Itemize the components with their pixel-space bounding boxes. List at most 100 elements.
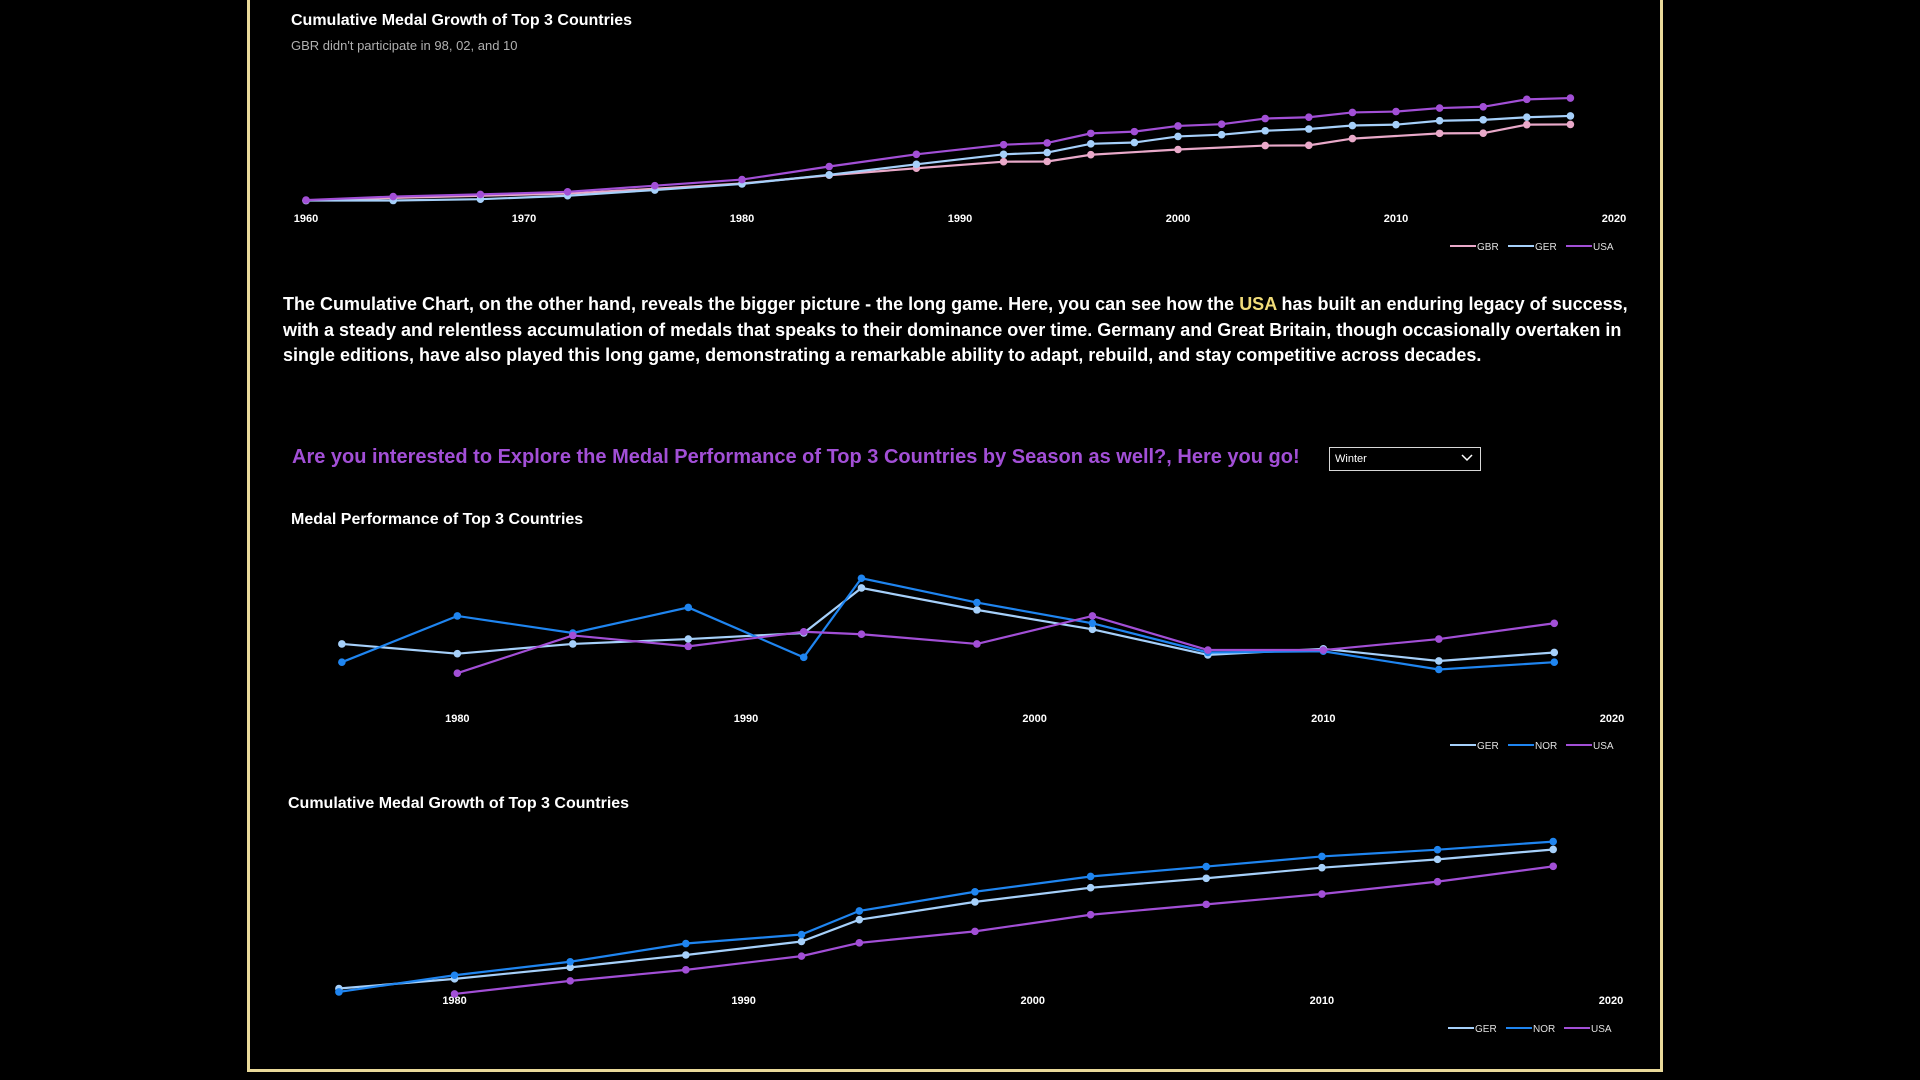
data-point-ger	[1174, 132, 1182, 141]
data-point-usa	[1435, 104, 1444, 112]
data-point-nor	[1318, 852, 1326, 861]
data-point-ger	[338, 640, 346, 648]
legend-label-usa: USA	[1593, 741, 1614, 752]
data-point-ger	[1318, 863, 1326, 872]
season-dropdown[interactable]: Winter	[1329, 447, 1481, 471]
series-line-ger	[306, 114, 1571, 202]
data-point-gbr	[1087, 150, 1095, 159]
data-point-nor	[1202, 862, 1211, 871]
data-point-usa	[453, 669, 462, 677]
data-point-usa	[1550, 619, 1559, 628]
data-point-usa	[389, 192, 398, 201]
data-point-ger	[855, 915, 864, 924]
legend-label-usa: USA	[1593, 242, 1614, 253]
data-point-ger	[569, 640, 577, 648]
data-point-usa	[1479, 102, 1487, 111]
data-point-usa	[1261, 114, 1269, 123]
data-point-nor	[450, 971, 459, 980]
x-tick-label: 1980	[445, 713, 469, 725]
data-point-ger	[453, 649, 462, 658]
data-point-nor	[799, 653, 808, 662]
data-point-usa	[912, 150, 921, 159]
legend-label-usa: USA	[1591, 1024, 1612, 1035]
series-line-usa	[305, 96, 1571, 202]
data-point-usa	[1566, 94, 1575, 102]
data-point-nor	[566, 957, 574, 966]
legend-label-nor: NOR	[1535, 741, 1557, 752]
data-point-nor	[971, 887, 979, 896]
x-tick-label: 2000	[1021, 995, 1045, 1007]
data-point-usa	[682, 966, 690, 974]
x-tick-label: 1960	[294, 213, 318, 225]
data-point-ger	[682, 951, 690, 959]
data-point-usa	[825, 162, 833, 171]
series-line-usa	[454, 865, 1554, 996]
data-point-usa	[1043, 139, 1051, 147]
x-tick-label: 1980	[730, 213, 754, 225]
x-tick-label: 2010	[1311, 713, 1335, 725]
series-line-ger	[341, 586, 1555, 663]
data-point-usa	[1174, 122, 1182, 130]
data-point-ger	[1566, 112, 1575, 120]
x-tick-label: 2000	[1022, 713, 1046, 725]
data-point-usa	[302, 196, 310, 204]
data-point-gbr	[1566, 120, 1575, 129]
story-paragraph: The Cumulative Chart, on the other hand,…	[283, 292, 1633, 369]
x-tick-label: 1990	[731, 995, 755, 1007]
data-point-ger	[684, 635, 693, 643]
data-point-usa	[738, 175, 746, 184]
data-point-ger	[912, 160, 921, 169]
data-point-ger	[1087, 140, 1095, 148]
data-point-ger	[1392, 120, 1400, 129]
story-highlight-usa: USA	[1239, 294, 1277, 314]
data-point-ger	[1088, 625, 1097, 634]
x-tick-label: 2010	[1310, 995, 1334, 1007]
data-point-gbr	[1348, 134, 1357, 143]
data-point-usa	[1202, 900, 1211, 909]
data-point-nor	[1433, 845, 1442, 854]
data-point-ger	[1479, 116, 1487, 124]
x-tick-label: 1970	[512, 213, 536, 225]
data-point-nor	[1086, 872, 1095, 881]
data-point-ger	[973, 606, 981, 614]
x-tick-label: 1990	[734, 713, 758, 725]
data-point-nor	[1088, 619, 1097, 628]
data-point-ger	[1043, 148, 1051, 157]
data-point-nor	[338, 658, 346, 666]
data-point-gbr	[1043, 157, 1051, 166]
data-point-nor	[335, 988, 343, 996]
chevron-down-icon	[1461, 454, 1473, 462]
data-point-usa	[476, 190, 485, 199]
data-point-ger	[1086, 883, 1095, 892]
data-point-ger	[1261, 126, 1269, 135]
data-point-usa	[1217, 120, 1226, 129]
data-point-ger	[1202, 874, 1211, 883]
data-point-ger	[566, 963, 574, 972]
chart3-title: Cumulative Medal Growth of Top 3 Countri…	[288, 795, 630, 812]
data-point-usa	[1392, 107, 1400, 116]
data-point-nor	[855, 907, 864, 915]
data-point-gbr	[1523, 120, 1531, 129]
data-point-usa	[857, 630, 866, 639]
x-tick-label: 1980	[442, 995, 466, 1007]
series-line-ger	[338, 848, 1554, 990]
data-point-nor	[797, 930, 806, 939]
legend-label-ger: GER	[1475, 1024, 1497, 1035]
data-point-usa	[1433, 877, 1442, 886]
data-point-usa	[1204, 646, 1212, 654]
data-point-gbr	[1174, 145, 1182, 154]
data-point-usa	[1130, 127, 1139, 136]
data-point-usa	[1319, 646, 1328, 654]
data-point-gbr	[1479, 129, 1487, 137]
data-point-usa	[1318, 890, 1326, 898]
data-point-usa	[1087, 129, 1095, 138]
data-point-usa	[1549, 862, 1557, 871]
data-point-gbr	[1261, 141, 1269, 150]
data-point-ger	[1130, 138, 1139, 147]
series-line-nor	[338, 840, 1554, 993]
data-point-nor	[1550, 658, 1559, 666]
x-tick-label: 2020	[1602, 213, 1626, 225]
data-point-usa	[799, 627, 808, 636]
